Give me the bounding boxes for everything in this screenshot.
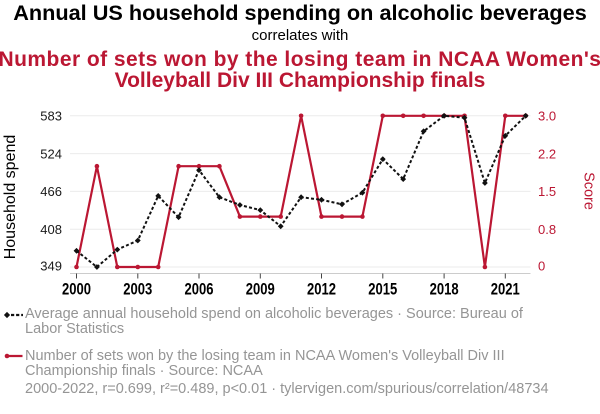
svg-text:2.2: 2.2 [538, 146, 556, 161]
svg-text:0: 0 [538, 259, 545, 274]
svg-text:408: 408 [40, 222, 62, 237]
svg-text:Household spend: Household spend [2, 135, 19, 260]
svg-text:1.5: 1.5 [538, 184, 556, 199]
svg-text:2000: 2000 [62, 281, 91, 299]
svg-text:583: 583 [40, 109, 62, 124]
svg-text:2003: 2003 [123, 281, 152, 299]
svg-text:2009: 2009 [246, 281, 275, 299]
svg-text:524: 524 [40, 146, 62, 161]
svg-text:2012: 2012 [307, 281, 336, 299]
svg-text:2021: 2021 [491, 281, 520, 299]
svg-text:2006: 2006 [185, 281, 214, 299]
svg-text:0.8: 0.8 [538, 222, 556, 237]
svg-text:3.0: 3.0 [538, 109, 556, 124]
svg-text:2015: 2015 [368, 281, 397, 299]
svg-text:349: 349 [40, 259, 62, 274]
svg-text:466: 466 [40, 184, 62, 199]
svg-text:2018: 2018 [430, 281, 459, 299]
svg-text:Score: Score [581, 172, 597, 210]
